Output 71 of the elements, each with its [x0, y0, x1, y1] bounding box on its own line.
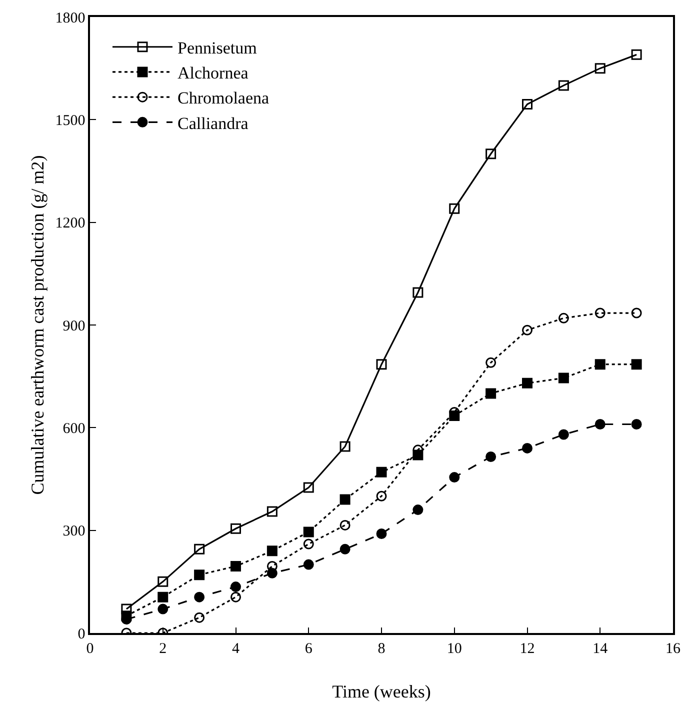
- point: [376, 359, 387, 370]
- x-tick-label: 10: [446, 640, 462, 657]
- point: [594, 308, 606, 318]
- point: [522, 99, 532, 110]
- point: [230, 561, 241, 572]
- point: [340, 441, 350, 452]
- point: [303, 538, 314, 550]
- point: [631, 49, 642, 60]
- point: [194, 544, 205, 554]
- point: [303, 526, 314, 538]
- x-tick-label: 14: [592, 640, 608, 657]
- legend-label: Pennisetum: [177, 38, 257, 58]
- point: [266, 506, 278, 517]
- point: [376, 490, 387, 502]
- x-axis-title: Time (weeks): [332, 682, 431, 702]
- point: [486, 452, 496, 462]
- y-axis-title: Cumulative earthworm cast production (g/ m2): [28, 155, 48, 495]
- point: [631, 418, 642, 430]
- point: [558, 312, 569, 324]
- x-tick-label: 4: [232, 640, 240, 657]
- point: [449, 203, 460, 214]
- y-tick-label: 1800: [55, 10, 86, 26]
- point: [158, 604, 168, 614]
- point: [486, 357, 496, 368]
- x-tick-label: 12: [520, 640, 535, 657]
- point: [449, 472, 460, 483]
- point: [558, 429, 569, 440]
- point: [486, 388, 496, 399]
- point: [230, 523, 241, 534]
- point: [158, 592, 168, 602]
- point: [340, 494, 350, 505]
- point: [303, 482, 314, 493]
- y-tick-label: 0: [78, 626, 86, 642]
- point: [522, 324, 532, 336]
- point: [376, 466, 387, 478]
- point: [594, 359, 606, 370]
- point: [266, 546, 278, 556]
- point: [412, 504, 424, 516]
- point: [194, 612, 205, 623]
- point: [558, 372, 569, 384]
- x-tick-label: 2: [159, 640, 167, 657]
- point: [340, 520, 350, 530]
- point: [194, 570, 205, 580]
- x-tick-label: 6: [304, 640, 313, 657]
- point: [486, 148, 496, 160]
- point: [340, 544, 350, 554]
- y-tick-label: 1500: [55, 112, 86, 129]
- point: [558, 80, 569, 91]
- point: [266, 568, 278, 578]
- point: [230, 592, 241, 602]
- point: [522, 378, 532, 388]
- point: [158, 576, 168, 587]
- point: [230, 582, 241, 592]
- y-tick-label: 900: [62, 318, 86, 334]
- x-tick-label: 8: [378, 640, 386, 657]
- point: [412, 287, 424, 298]
- point: [631, 359, 642, 370]
- legend-label: Calliandra: [177, 114, 249, 133]
- point: [376, 528, 387, 540]
- y-tick-label: 1200: [55, 216, 86, 232]
- point: [631, 308, 642, 318]
- legend-label: Chromolaena: [177, 88, 270, 108]
- legend-label: Alchornea: [177, 64, 249, 83]
- point: [194, 592, 205, 602]
- y-tick-label: 600: [62, 420, 86, 437]
- point: [594, 418, 606, 430]
- point: [303, 559, 314, 570]
- point: [522, 442, 532, 454]
- y-tick-label: 300: [62, 524, 86, 540]
- x-tick-label: 16: [666, 640, 681, 657]
- point: [594, 63, 606, 74]
